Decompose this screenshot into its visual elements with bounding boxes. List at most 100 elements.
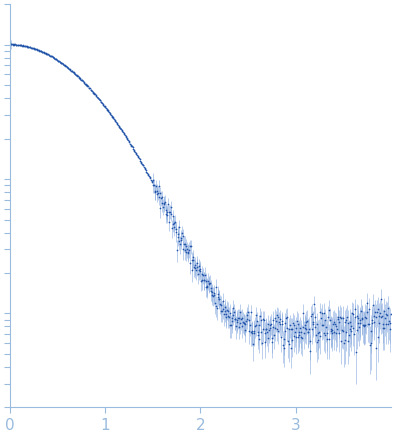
Point: [336, 319, 342, 326]
Point: [194, 264, 200, 271]
Point: [353, 349, 359, 356]
Point: [333, 329, 339, 336]
Point: [63, 63, 70, 70]
Point: [278, 333, 284, 340]
Point: [8, 41, 15, 48]
Point: [8, 41, 14, 48]
Point: [86, 84, 92, 91]
Point: [135, 153, 141, 160]
Point: [200, 272, 206, 279]
Point: [36, 47, 42, 54]
Point: [308, 312, 314, 319]
Point: [21, 42, 28, 49]
Point: [70, 69, 76, 76]
Point: [33, 45, 39, 52]
Point: [63, 62, 69, 69]
Point: [245, 309, 251, 316]
Point: [38, 48, 44, 55]
Point: [142, 166, 149, 173]
Point: [185, 248, 192, 255]
Point: [55, 57, 61, 64]
Point: [101, 102, 107, 109]
Point: [360, 322, 367, 329]
Point: [107, 109, 113, 116]
Point: [130, 145, 136, 152]
Point: [178, 234, 184, 241]
Point: [56, 58, 63, 65]
Point: [354, 326, 360, 333]
Point: [362, 321, 369, 328]
Point: [23, 43, 29, 50]
Point: [347, 318, 354, 325]
Point: [151, 182, 157, 189]
Point: [261, 317, 267, 324]
Point: [128, 142, 134, 149]
Point: [383, 320, 389, 327]
Point: [162, 210, 169, 217]
Point: [233, 316, 240, 323]
Point: [329, 329, 336, 336]
Point: [199, 270, 205, 277]
Point: [288, 325, 294, 332]
Point: [137, 158, 144, 165]
Point: [68, 67, 75, 74]
Point: [129, 143, 135, 150]
Point: [190, 257, 197, 264]
Point: [385, 320, 391, 327]
Point: [86, 84, 92, 91]
Point: [297, 325, 303, 332]
Point: [154, 187, 160, 194]
Point: [28, 44, 34, 51]
Point: [158, 194, 164, 201]
Point: [124, 135, 130, 142]
Point: [363, 299, 370, 306]
Point: [248, 329, 254, 336]
Point: [34, 46, 41, 53]
Point: [342, 317, 349, 324]
Point: [252, 322, 259, 329]
Point: [53, 56, 60, 63]
Point: [30, 45, 36, 52]
Point: [207, 279, 213, 286]
Point: [107, 111, 113, 118]
Point: [374, 333, 381, 340]
Point: [143, 168, 150, 175]
Point: [159, 194, 166, 201]
Point: [247, 321, 253, 328]
Point: [336, 330, 342, 337]
Point: [381, 325, 387, 332]
Point: [38, 47, 44, 54]
Point: [383, 310, 389, 317]
Point: [203, 277, 209, 284]
Point: [206, 281, 213, 288]
Point: [312, 314, 318, 321]
Point: [238, 316, 244, 323]
Point: [262, 330, 268, 337]
Point: [247, 309, 254, 316]
Point: [186, 243, 193, 250]
Point: [259, 339, 265, 346]
Point: [240, 318, 246, 325]
Point: [9, 41, 15, 48]
Point: [364, 309, 371, 316]
Point: [219, 307, 225, 314]
Point: [160, 201, 167, 208]
Point: [271, 332, 277, 339]
Point: [306, 326, 312, 333]
Point: [349, 309, 355, 316]
Point: [87, 86, 94, 93]
Point: [103, 104, 109, 111]
Point: [100, 100, 106, 107]
Point: [275, 313, 281, 320]
Point: [138, 159, 145, 166]
Point: [279, 318, 286, 325]
Point: [344, 313, 350, 320]
Point: [88, 87, 94, 94]
Point: [303, 319, 310, 326]
Point: [139, 160, 145, 167]
Point: [157, 190, 163, 197]
Point: [166, 208, 172, 215]
Point: [183, 249, 190, 256]
Point: [113, 118, 119, 125]
Point: [71, 70, 78, 77]
